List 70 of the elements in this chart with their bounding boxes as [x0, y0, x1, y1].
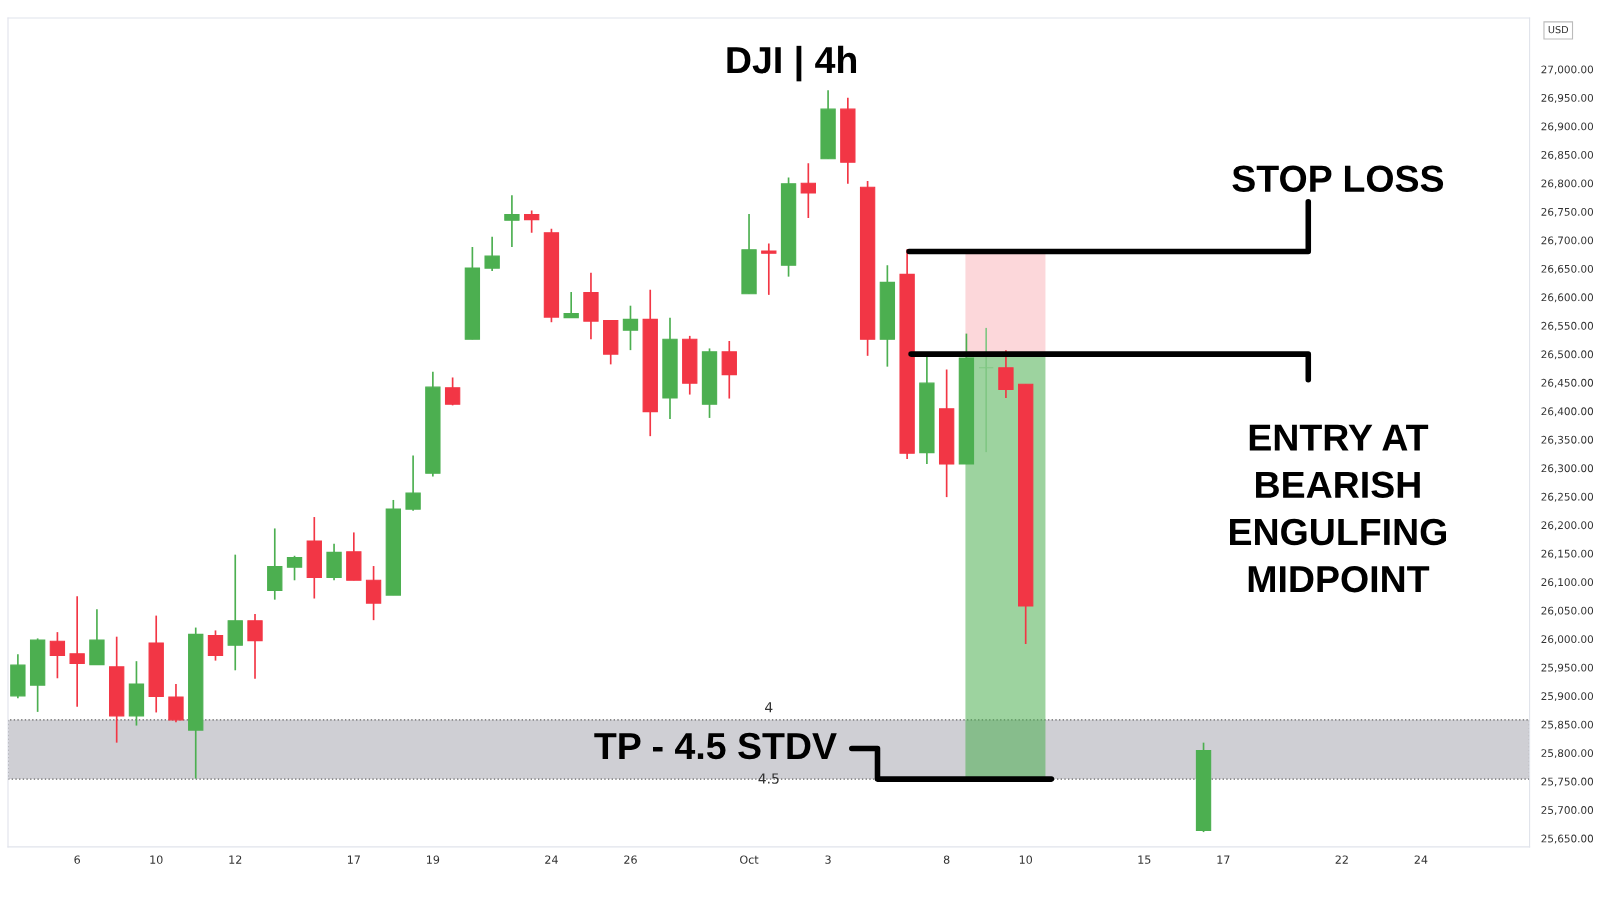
x-tick-label: 15: [1138, 855, 1151, 864]
ref-line-label: ENTRY AT BEARISH ENGULFING MIDPOINT: [1230, 424, 1447, 593]
y-tick-label: 26,950.00: [1541, 93, 1594, 103]
candlestick: [761, 242, 777, 296]
x-tick-label: 17: [347, 855, 360, 864]
candlestick: [49, 631, 66, 680]
candlestick: [168, 683, 184, 723]
candlestick: [365, 565, 382, 621]
candlestick: [800, 162, 816, 219]
candlestick: [247, 613, 263, 680]
y-tick-label: 26,600.00: [1541, 293, 1594, 303]
y-tick-label: 26,050.00: [1541, 606, 1594, 616]
candlestick: [622, 304, 639, 351]
y-tick-label: 26,100.00: [1541, 578, 1594, 588]
candlestick: [563, 291, 579, 319]
ref-line-label: STOP LOSS: [1232, 165, 1444, 193]
x-tick-label: 17: [1217, 855, 1230, 864]
x-tick-label: 26: [624, 855, 637, 864]
y-tick-label: 26,900.00: [1541, 122, 1594, 132]
y-tick-label: 27,000.00: [1541, 65, 1594, 75]
y-tick-label: 26,850.00: [1541, 150, 1594, 160]
text: USD: [1548, 25, 1569, 34]
y-tick-label: 26,300.00: [1541, 464, 1594, 474]
y-tick-label: 26,400.00: [1541, 407, 1594, 417]
annotation: 4: [765, 702, 773, 713]
candlestick: [444, 376, 461, 407]
y-tick-label: 26,550.00: [1541, 321, 1594, 331]
candlestick: [484, 235, 500, 272]
y-tick-label: 26,450.00: [1541, 378, 1594, 388]
y-tick-label: 25,800.00: [1541, 749, 1594, 759]
x-tick-label: 10: [150, 855, 163, 864]
candlestick: [267, 527, 283, 601]
x-tick-label: 6: [74, 855, 80, 864]
y-tick-label: 26,500.00: [1541, 350, 1594, 360]
candlestick: [69, 595, 85, 708]
x-tick-label: 3: [825, 855, 831, 864]
y-tick-label: 25,850.00: [1541, 720, 1594, 730]
y-tick-label: 26,750.00: [1541, 207, 1594, 217]
text: DJI | 4h: [727, 45, 857, 82]
x-tick-label: 12: [229, 855, 242, 864]
x-tick-label: 10: [1019, 855, 1033, 864]
candlestick: [998, 349, 1014, 399]
y-tick-label: 25,950.00: [1541, 663, 1594, 673]
y-tick-label: 26,000.00: [1541, 635, 1594, 645]
candlestick: [721, 340, 737, 400]
y-tick-label: 25,750.00: [1541, 777, 1594, 787]
candlestick: [405, 454, 421, 512]
y-tick-label: 26,150.00: [1541, 549, 1594, 559]
y-tick-label: 26,800.00: [1541, 179, 1594, 189]
annotation: 4.5: [758, 773, 779, 784]
y-tick-label: 25,900.00: [1541, 692, 1594, 702]
y-tick-label: 26,250.00: [1541, 492, 1594, 502]
y-tick-label: 26,200.00: [1541, 521, 1594, 531]
y-tick-label: 26,650.00: [1541, 264, 1594, 274]
x-tick-label: 8: [943, 855, 950, 864]
y-tick-label: 25,700.00: [1541, 806, 1594, 816]
y-tick-label: 26,350.00: [1541, 435, 1594, 445]
candlestick: [978, 327, 994, 453]
y-tick-label: 26,700.00: [1541, 236, 1594, 246]
candlestick: [504, 194, 520, 248]
candlestick: [286, 554, 303, 582]
ref-line-label: TP - 4.5 STDV: [594, 732, 837, 760]
candlestick: [207, 629, 224, 662]
x-tick-label: 22: [1335, 855, 1348, 864]
x-tick-label: 24: [545, 855, 558, 864]
x-tick-label: Oct: [740, 855, 759, 864]
x-tick-label: 24: [1414, 855, 1428, 864]
candlestick: [523, 209, 540, 234]
x-tick-label: 19: [427, 855, 440, 864]
y-tick-label: 25,650.00: [1541, 834, 1594, 844]
